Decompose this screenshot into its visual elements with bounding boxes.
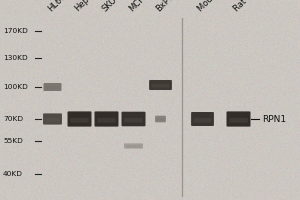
FancyBboxPatch shape xyxy=(46,86,59,89)
Text: BxPC3: BxPC3 xyxy=(154,0,180,13)
FancyBboxPatch shape xyxy=(226,111,250,127)
Text: 100KD: 100KD xyxy=(3,84,28,90)
Text: RPN1: RPN1 xyxy=(262,114,286,123)
FancyBboxPatch shape xyxy=(149,80,172,90)
FancyBboxPatch shape xyxy=(68,111,92,127)
Text: 40KD: 40KD xyxy=(3,171,23,177)
FancyBboxPatch shape xyxy=(44,83,62,91)
FancyBboxPatch shape xyxy=(152,84,169,88)
FancyBboxPatch shape xyxy=(194,118,211,122)
Text: Rat liver: Rat liver xyxy=(232,0,263,13)
FancyBboxPatch shape xyxy=(45,118,60,122)
Text: Mouse liver: Mouse liver xyxy=(196,0,237,13)
FancyBboxPatch shape xyxy=(43,113,62,125)
FancyBboxPatch shape xyxy=(126,145,141,147)
Text: HL60: HL60 xyxy=(46,0,68,13)
Text: 170KD: 170KD xyxy=(3,28,28,34)
Text: 130KD: 130KD xyxy=(3,55,28,61)
FancyBboxPatch shape xyxy=(97,118,116,123)
Text: 70KD: 70KD xyxy=(3,116,23,122)
FancyBboxPatch shape xyxy=(229,118,248,123)
FancyBboxPatch shape xyxy=(157,118,164,121)
FancyBboxPatch shape xyxy=(70,118,89,123)
FancyBboxPatch shape xyxy=(124,118,143,123)
FancyBboxPatch shape xyxy=(155,116,166,122)
FancyBboxPatch shape xyxy=(94,111,118,127)
Text: SKOV3: SKOV3 xyxy=(100,0,126,13)
Text: 55KD: 55KD xyxy=(3,138,23,144)
Text: MCF7: MCF7 xyxy=(127,0,150,13)
FancyBboxPatch shape xyxy=(191,112,214,126)
FancyBboxPatch shape xyxy=(122,112,146,126)
Text: HepG2: HepG2 xyxy=(73,0,100,13)
FancyBboxPatch shape xyxy=(124,143,143,149)
